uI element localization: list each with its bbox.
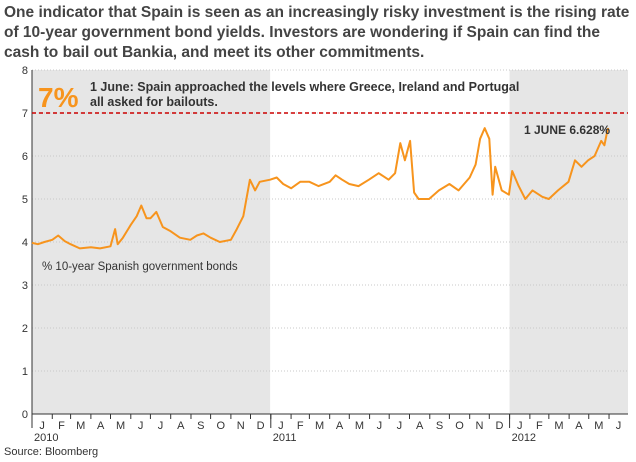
x-year-label-2010: 2010 bbox=[34, 432, 58, 444]
x-year-label-2012: 2012 bbox=[512, 432, 536, 444]
x-month-label-14: M bbox=[315, 420, 324, 432]
x-month-label-22: N bbox=[476, 420, 484, 432]
x-month-label-25: F bbox=[536, 420, 543, 432]
x-month-label-12: J bbox=[278, 420, 284, 432]
y-tick-label-4: 4 bbox=[22, 237, 28, 249]
y-tick-label-8: 8 bbox=[22, 65, 28, 77]
y-tick-label-0: 0 bbox=[22, 409, 28, 421]
x-month-label-8: S bbox=[197, 420, 204, 432]
x-month-label-29: J bbox=[616, 420, 622, 432]
x-month-label-26: M bbox=[554, 420, 563, 432]
x-month-label-27: A bbox=[575, 420, 583, 432]
y-tick-label-2: 2 bbox=[22, 323, 28, 335]
x-month-label-28: M bbox=[594, 420, 603, 432]
x-year-label-2011: 2011 bbox=[273, 432, 297, 444]
y-tick-label-6: 6 bbox=[22, 151, 28, 163]
x-month-label-11: D bbox=[257, 420, 265, 432]
x-month-label-15: A bbox=[336, 420, 344, 432]
x-month-label-6: J bbox=[158, 420, 164, 432]
headline: One indicator that Spain is seen as an i… bbox=[4, 4, 630, 61]
annotation-big-percent: 7% bbox=[38, 82, 79, 113]
y-tick-label-3: 3 bbox=[22, 280, 28, 292]
x-month-label-7: A bbox=[177, 420, 185, 432]
y-tick-labels: 0 1 2 3 4 5 6 7 8 bbox=[22, 65, 28, 421]
x-month-label-13: F bbox=[297, 420, 304, 432]
series-line-spain-10y bbox=[31, 127, 610, 250]
x-month-label-1: F bbox=[58, 420, 65, 432]
annotation-text-line-2: all asked for bailouts. bbox=[90, 95, 218, 109]
y-tick-label-5: 5 bbox=[22, 194, 28, 206]
end-value-label: 1 JUNE 6.628% bbox=[524, 123, 610, 137]
x-month-label-3: A bbox=[97, 420, 105, 432]
x-month-label-18: J bbox=[397, 420, 403, 432]
x-month-label-10: N bbox=[237, 420, 245, 432]
y-axis-label: % 10-year Spanish government bonds bbox=[42, 261, 238, 273]
x-month-label-16: M bbox=[355, 420, 364, 432]
x-month-label-19: A bbox=[416, 420, 424, 432]
x-month-label-21: O bbox=[455, 420, 464, 432]
source-note: Source: Bloomberg bbox=[4, 446, 99, 458]
y-tick-label-7: 7 bbox=[22, 108, 28, 120]
x-month-label-23: D bbox=[495, 420, 503, 432]
x-month-label-2: M bbox=[76, 420, 85, 432]
x-month-label-20: S bbox=[436, 420, 443, 432]
x-month-label-5: J bbox=[138, 420, 144, 432]
x-month-label-24: J bbox=[517, 420, 523, 432]
x-month-label-0: J bbox=[39, 420, 45, 432]
x-month-label-4: M bbox=[116, 420, 125, 432]
y-tick-label-1: 1 bbox=[22, 366, 28, 378]
x-month-label-17: J bbox=[377, 420, 383, 432]
annotation-text-line-1: 1 June: Spain approached the levels wher… bbox=[90, 80, 519, 94]
x-month-label-9: O bbox=[216, 420, 225, 432]
